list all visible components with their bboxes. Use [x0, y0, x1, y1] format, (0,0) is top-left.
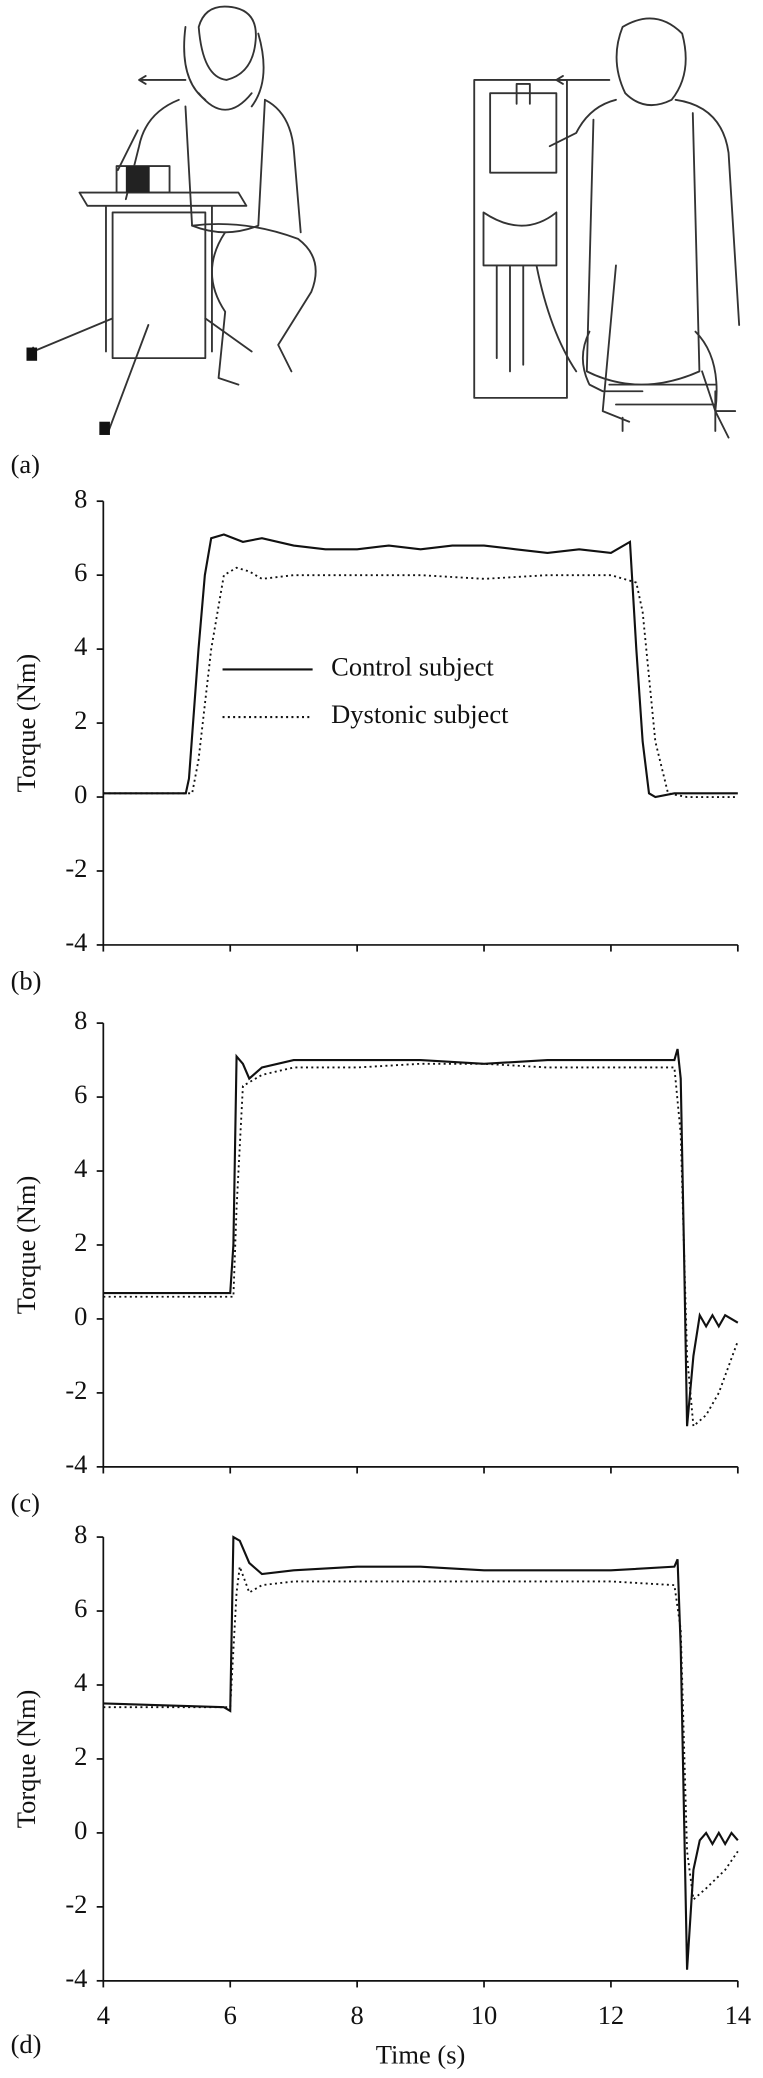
- y-tick-label: 8: [74, 1519, 87, 1549]
- panel-label: (b): [11, 965, 42, 995]
- x-tick-label: 8: [351, 2000, 364, 2030]
- chart-panel: -4 -2 0 2 4 6 8 4 6 8 10 12 14 Torque (Nm) Time (s) (d): [11, 1519, 751, 2070]
- y-tick-label: 2: [74, 1227, 87, 1257]
- chart-panel: -4 -2 0 2 4 6 8 Torque (Nm) (c): [11, 1005, 739, 1517]
- y-tick-label: -4: [65, 927, 87, 957]
- chart-panel: -4 -2 0 2 4 6 8 Torque (Nm) (b) Control subject Dy…: [11, 483, 739, 995]
- y-tick-label: -2: [65, 1375, 87, 1405]
- y-tick-label: -4: [65, 1963, 87, 1993]
- y-tick-label: 4: [74, 1667, 87, 1697]
- y-axis-label: Torque (Nm): [11, 1176, 41, 1315]
- panel-label: (d): [11, 2029, 42, 2059]
- y-tick-label: -2: [65, 1889, 87, 1919]
- x-tick-label: 4: [97, 2000, 110, 2030]
- y-tick-label: 6: [74, 557, 87, 587]
- y-tick-label: 6: [74, 1079, 87, 1109]
- series-line: [103, 1048, 739, 1427]
- x-axis-label: Time (s): [376, 2040, 466, 2070]
- y-tick-label: 4: [74, 1153, 87, 1183]
- wrist-cuff: [125, 166, 150, 193]
- y-tick-label: 4: [74, 631, 87, 661]
- legend-label: Dystonic subject: [331, 699, 509, 729]
- series-line: [103, 533, 738, 799]
- y-axis-label: Torque (Nm): [11, 1690, 41, 1829]
- y-axis-label: Torque (Nm): [11, 654, 41, 793]
- illustration: (a): [11, 5, 741, 479]
- y-tick-label: 8: [74, 483, 87, 513]
- x-tick-label: 12: [598, 2000, 624, 2030]
- x-tick-label: 10: [471, 2000, 497, 2030]
- y-tick-label: 2: [74, 705, 87, 735]
- y-tick-label: 0: [74, 1301, 87, 1331]
- legend-label: Control subject: [331, 652, 494, 682]
- x-tick-label: 6: [224, 2000, 237, 2030]
- series-line: [103, 1566, 739, 1902]
- panel-label: (a): [11, 449, 40, 479]
- foot-pad: [99, 421, 110, 435]
- y-tick-label: 0: [74, 1815, 87, 1845]
- series-line: [103, 1062, 739, 1429]
- x-tick-label: 14: [725, 2000, 751, 2030]
- y-tick-label: 8: [74, 1005, 87, 1035]
- y-tick-label: 6: [74, 1593, 87, 1623]
- series-line: [103, 1535, 739, 1970]
- y-tick-label: 2: [74, 1741, 87, 1771]
- y-tick-label: -2: [65, 853, 87, 883]
- foot-pad: [26, 347, 38, 361]
- y-tick-label: -4: [65, 1449, 87, 1479]
- series-line: [103, 566, 738, 798]
- panel-label: (c): [11, 1487, 40, 1517]
- y-tick-label: 0: [74, 779, 87, 809]
